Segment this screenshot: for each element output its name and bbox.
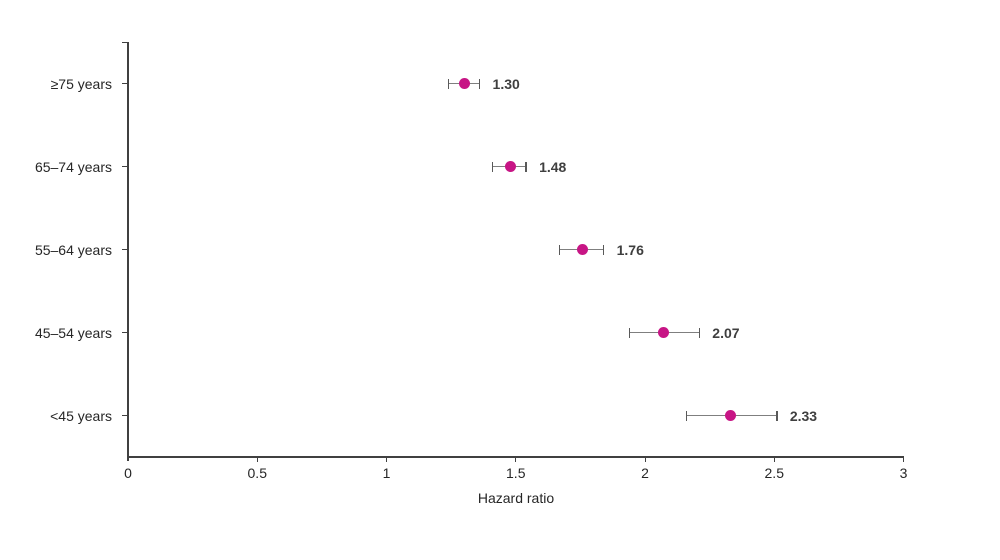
value-label: 1.76 bbox=[616, 241, 644, 258]
category-label: 65–74 years bbox=[34, 158, 112, 175]
x-axis-tick bbox=[773, 457, 775, 462]
error-bar-cap-right bbox=[602, 244, 605, 255]
data-point-marker bbox=[505, 161, 517, 172]
category-label: 45–54 years bbox=[34, 324, 112, 341]
category-label: 55–64 years bbox=[34, 241, 112, 258]
x-axis-line bbox=[127, 456, 904, 458]
error-bar-cap-left bbox=[558, 244, 561, 255]
error-bar-cap-right bbox=[698, 327, 701, 338]
x-axis-tick bbox=[903, 457, 904, 462]
data-point-marker bbox=[657, 327, 669, 338]
y-axis-top-tick bbox=[122, 42, 128, 43]
y-axis-tick bbox=[122, 249, 128, 250]
x-axis-tick-label: 2.5 bbox=[764, 465, 784, 481]
value-label: 2.33 bbox=[789, 407, 818, 424]
data-point-marker bbox=[577, 244, 589, 255]
data-point-marker bbox=[724, 410, 736, 421]
error-bar-cap-left bbox=[447, 78, 450, 89]
value-label: 2.07 bbox=[712, 324, 740, 341]
x-axis-tick bbox=[644, 457, 646, 462]
x-axis-tick-label: 0.5 bbox=[247, 465, 267, 481]
x-axis-tick bbox=[386, 457, 387, 462]
data-point-marker bbox=[458, 78, 470, 89]
category-label: <45 years bbox=[50, 407, 112, 424]
x-axis-tick-label: 1 bbox=[382, 465, 391, 481]
x-axis-tick-label: 3 bbox=[899, 465, 908, 481]
y-axis-line bbox=[127, 42, 129, 461]
category-label: ≥75 years bbox=[50, 75, 112, 92]
x-axis-title: Hazard ratio bbox=[477, 490, 555, 506]
error-bar-cap-right bbox=[776, 410, 778, 421]
x-axis-tick bbox=[256, 457, 258, 462]
error-bar-cap-right bbox=[525, 161, 527, 172]
error-bar-cap-left bbox=[685, 410, 688, 421]
x-axis-tick bbox=[515, 457, 517, 462]
value-label: 1.48 bbox=[539, 158, 567, 175]
y-axis-tick bbox=[122, 332, 128, 333]
y-axis-tick bbox=[122, 415, 128, 416]
y-axis-tick bbox=[122, 83, 128, 84]
x-axis-tick-label: 2 bbox=[641, 465, 649, 481]
y-axis-tick bbox=[122, 166, 128, 167]
error-bar-cap-left bbox=[491, 161, 494, 172]
error-bar-cap-right bbox=[478, 78, 481, 89]
x-axis-tick-label: 0 bbox=[124, 465, 132, 481]
error-bar-cap-left bbox=[628, 327, 631, 338]
x-axis-tick-label: 1.5 bbox=[506, 465, 526, 481]
value-label: 1.30 bbox=[492, 75, 520, 92]
